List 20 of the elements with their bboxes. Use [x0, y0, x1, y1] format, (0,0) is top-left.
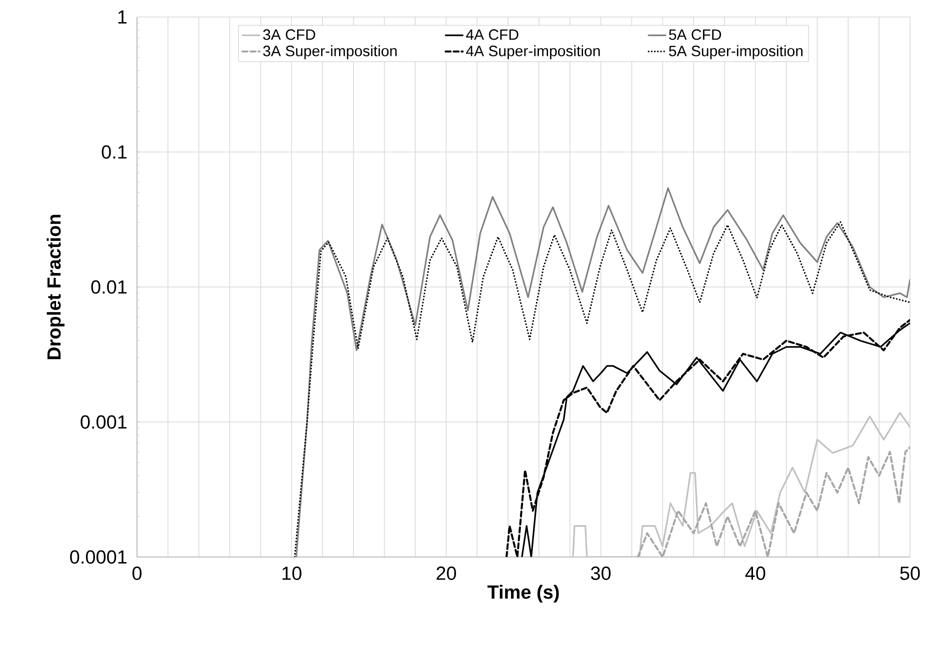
x-tick-label: 10 — [282, 566, 302, 580]
y-axis-title: Droplet Fraction — [46, 214, 64, 360]
y-tick-label: 0.0001 — [70, 550, 127, 564]
x-tick-label: 0 — [132, 566, 142, 580]
x-axis-title: Time (s) — [487, 584, 559, 603]
x-tick-label: 40 — [745, 566, 766, 580]
legend-label: 4A CFD — [466, 29, 518, 40]
y-tick-label: 0.01 — [91, 280, 127, 294]
legend-label: 5A CFD — [669, 29, 722, 40]
line-series — [572, 412, 910, 558]
y-tick-label: 0.001 — [80, 415, 127, 429]
y-tick-label: 1 — [118, 10, 127, 24]
legend-label: 3A CFD — [263, 29, 316, 40]
legend-label: 5A Super-imposition — [669, 45, 803, 60]
x-tick-label: 30 — [590, 566, 611, 580]
y-tick-label: 0.1 — [102, 145, 127, 159]
legend-label: 3A Super-imposition — [263, 45, 397, 60]
legend-label: 4A Super-imposition — [466, 45, 600, 60]
x-tick-label: 50 — [900, 566, 920, 580]
x-tick-label: 20 — [436, 566, 456, 580]
